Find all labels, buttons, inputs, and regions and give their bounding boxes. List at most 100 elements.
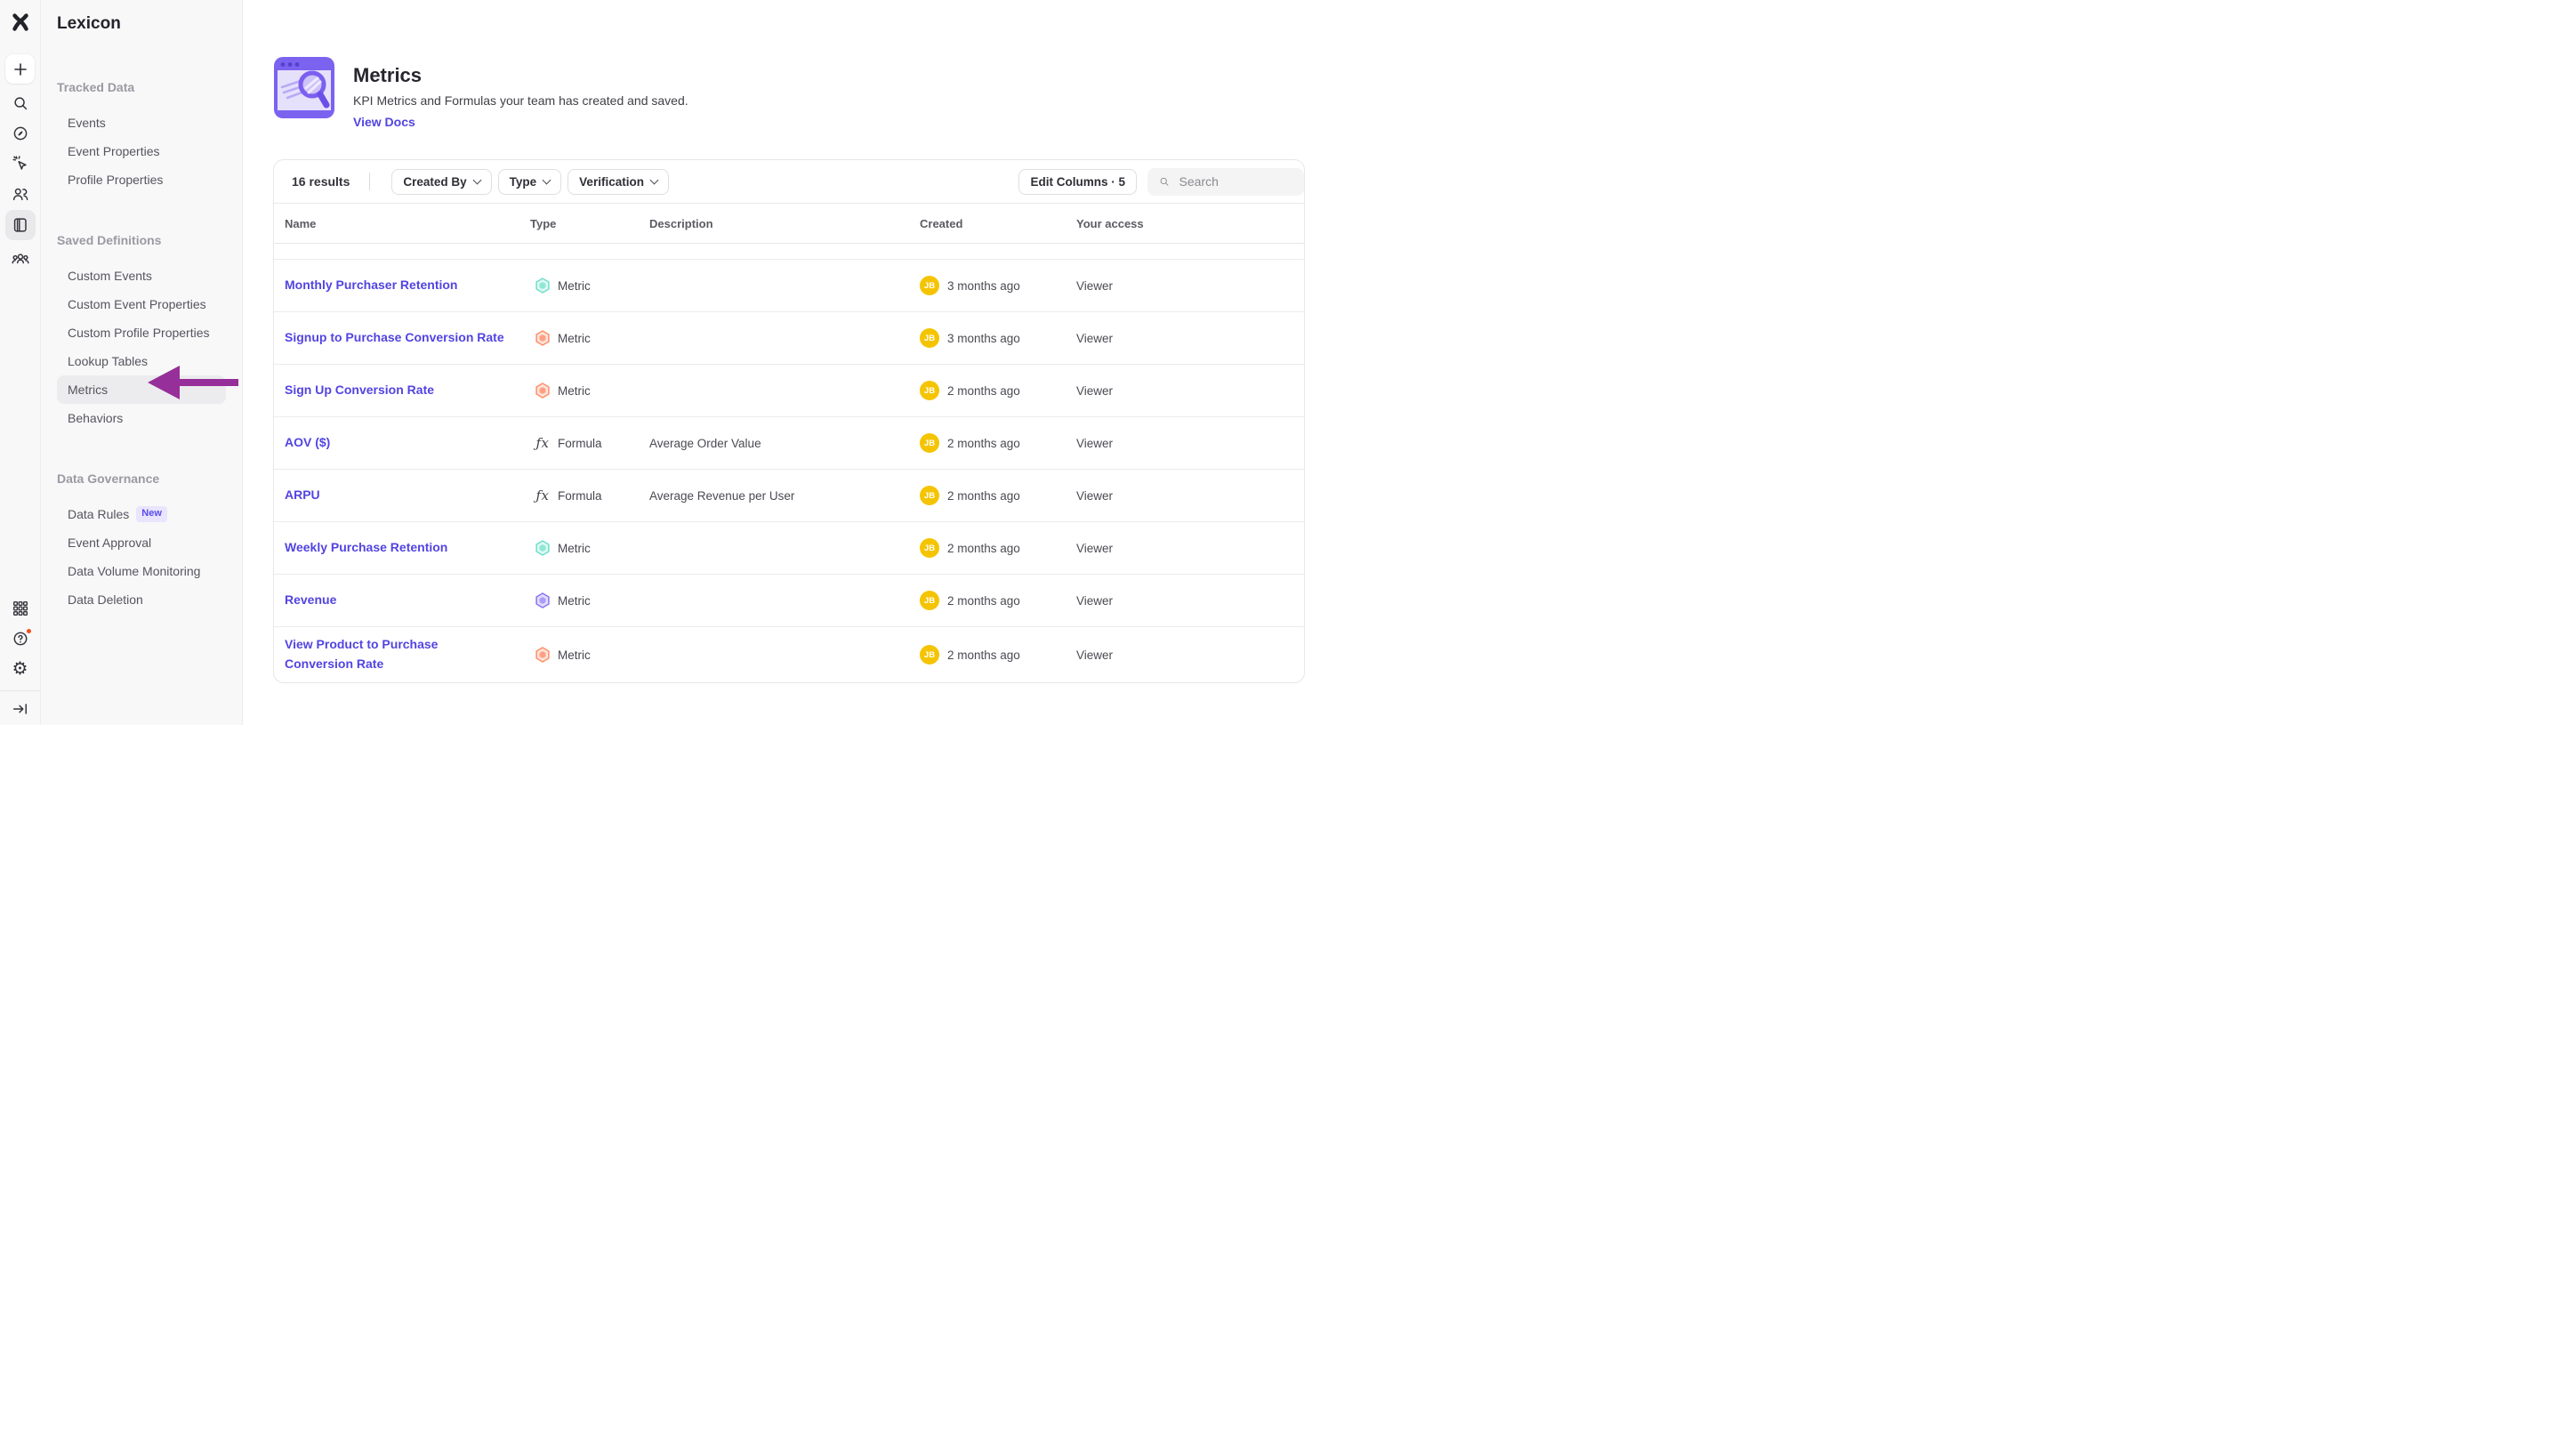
- avatar: JB: [920, 645, 939, 665]
- metric-hexagon-icon: [535, 647, 550, 663]
- sidebar-item-behaviors[interactable]: Behaviors: [68, 411, 124, 425]
- metric-name-link[interactable]: View Product to Purchase Conversion Rate: [285, 637, 439, 671]
- metric-name-link[interactable]: Monthly Purchaser Retention: [285, 278, 458, 293]
- access-label: Viewer: [1076, 593, 1114, 608]
- rail-divider: [0, 690, 40, 691]
- table-row[interactable]: ARPU Formula Average Revenue per User JB…: [274, 470, 1304, 522]
- search-input[interactable]: [1179, 174, 1293, 189]
- sidebar-item-event-approval[interactable]: Event Approval: [68, 536, 152, 550]
- page-header-text: Metrics KPI Metrics and Formulas your te…: [353, 56, 688, 131]
- new-badge: New: [136, 506, 167, 522]
- view-docs-link[interactable]: View Docs: [353, 115, 415, 129]
- table-row[interactable]: View Product to Purchase Conversion Rate…: [274, 627, 1304, 682]
- page-header: Metrics KPI Metrics and Formulas your te…: [273, 56, 1305, 131]
- table-spacer-row: [274, 244, 1304, 260]
- search-box[interactable]: [1147, 167, 1304, 196]
- col-type[interactable]: Type: [530, 216, 557, 230]
- access-label: Viewer: [1076, 488, 1114, 503]
- description-cell: Average Order Value: [649, 436, 761, 450]
- type-label: Metric: [558, 331, 591, 345]
- section-saved-definitions: Saved Definitions Custom Events Custom E…: [57, 226, 226, 432]
- chevron-down-icon: [472, 175, 482, 184]
- type-label: Metric: [558, 593, 591, 608]
- rail-bottom-group: ⚙: [0, 589, 40, 725]
- table-row[interactable]: Sign Up Conversion Rate Metric JB 2 month…: [274, 365, 1304, 417]
- metric-hexagon-icon: [535, 592, 550, 608]
- sidebar-item-custom-events[interactable]: Custom Events: [68, 269, 152, 283]
- section-heading: Tracked Data: [57, 80, 135, 94]
- search-icon: [1160, 177, 1169, 186]
- filter-verification[interactable]: Verification: [568, 168, 669, 195]
- filter-type[interactable]: Type: [497, 168, 562, 195]
- metric-name-link[interactable]: ARPU: [285, 487, 320, 503]
- metric-hexagon-icon: [535, 278, 550, 294]
- search-icon[interactable]: [10, 93, 31, 114]
- table-toolbar: 16 results Created By Type Verification …: [274, 160, 1304, 204]
- help-icon[interactable]: [10, 627, 33, 649]
- col-name[interactable]: Name: [285, 216, 317, 230]
- apps-grid-icon[interactable]: [10, 598, 31, 619]
- filter-created-by[interactable]: Created By: [391, 168, 492, 195]
- results-count: 16 results: [292, 174, 350, 189]
- section-data-governance: Data Governance Data Rules New Event App…: [57, 464, 226, 614]
- lexicon-book-icon[interactable]: [4, 210, 36, 240]
- metric-name-link[interactable]: Sign Up Conversion Rate: [285, 383, 435, 398]
- sidebar-item-events[interactable]: Events: [68, 116, 106, 130]
- section-heading: Saved Definitions: [57, 233, 162, 247]
- sidebar-item-data-rules[interactable]: Data Rules New: [57, 500, 226, 528]
- metric-name-link[interactable]: AOV ($): [285, 435, 331, 450]
- events-cursor-click-icon[interactable]: [10, 153, 31, 174]
- type-label: Metric: [558, 541, 591, 555]
- access-label: Viewer: [1076, 383, 1114, 398]
- metrics-illustration-icon: [274, 57, 334, 118]
- cohorts-group-icon[interactable]: [10, 249, 31, 270]
- formula-fx-icon: [535, 487, 550, 503]
- mixpanel-logo-icon: [10, 12, 31, 37]
- notification-dot: [24, 627, 33, 635]
- access-label: Viewer: [1076, 278, 1114, 293]
- edit-columns-button[interactable]: Edit Columns · 5: [1018, 168, 1137, 195]
- access-label: Viewer: [1076, 541, 1114, 555]
- created-label: 2 months ago: [947, 383, 1020, 398]
- sidebar-item-event-properties[interactable]: Event Properties: [68, 144, 160, 158]
- users-icon[interactable]: [10, 183, 31, 205]
- icon-rail: ⚙: [0, 0, 41, 725]
- collapse-sidebar-icon[interactable]: [10, 698, 31, 720]
- col-created[interactable]: Created: [920, 216, 963, 230]
- sidebar-item-data-volume-monitoring[interactable]: Data Volume Monitoring: [68, 564, 201, 578]
- access-label: Viewer: [1076, 648, 1114, 662]
- col-your-access[interactable]: Your access: [1076, 216, 1144, 230]
- settings-gear-icon[interactable]: ⚙: [12, 659, 28, 679]
- main-content: Metrics KPI Metrics and Formulas your te…: [243, 0, 1305, 725]
- chevron-down-icon: [649, 175, 659, 184]
- metric-hexagon-icon: [535, 383, 550, 399]
- col-description[interactable]: Description: [649, 216, 713, 230]
- metric-hexagon-icon: [535, 330, 550, 346]
- table-row[interactable]: Monthly Purchaser Retention Metric JB 3 m…: [274, 260, 1304, 312]
- sidebar-item-data-deletion[interactable]: Data Deletion: [68, 592, 143, 607]
- discover-compass-icon[interactable]: [10, 123, 31, 144]
- sidebar-item-lookup-tables[interactable]: Lookup Tables: [68, 354, 149, 368]
- table-row[interactable]: AOV ($) Formula Average Order Value JB 2 …: [274, 417, 1304, 470]
- created-label: 2 months ago: [947, 648, 1020, 662]
- metric-name-link[interactable]: Revenue: [285, 592, 337, 608]
- avatar: JB: [920, 433, 939, 453]
- type-label: Formula: [558, 488, 602, 503]
- sidebar-item-profile-properties[interactable]: Profile Properties: [68, 173, 164, 187]
- sidebar-item-custom-event-properties[interactable]: Custom Event Properties: [68, 297, 206, 311]
- created-label: 2 months ago: [947, 593, 1020, 608]
- table-row[interactable]: Weekly Purchase Retention Metric JB 2 mon…: [274, 522, 1304, 575]
- sidebar-item-metrics[interactable]: Metrics: [57, 375, 226, 404]
- metric-name-link[interactable]: Signup to Purchase Conversion Rate: [285, 330, 504, 345]
- toolbar-divider: [369, 173, 371, 190]
- avatar: JB: [920, 276, 939, 295]
- table-row[interactable]: Signup to Purchase Conversion Rate Metri…: [274, 312, 1304, 365]
- table-row[interactable]: Revenue Metric JB 2 months ago Viewer: [274, 575, 1304, 627]
- avatar: JB: [920, 538, 939, 558]
- metric-name-link[interactable]: Weekly Purchase Retention: [285, 540, 448, 555]
- sidebar-title: Lexicon: [57, 14, 121, 33]
- created-label: 2 months ago: [947, 541, 1020, 555]
- sidebar-item-custom-profile-properties[interactable]: Custom Profile Properties: [68, 326, 210, 340]
- type-label: Metric: [558, 383, 591, 398]
- new-report-button[interactable]: [5, 54, 35, 84]
